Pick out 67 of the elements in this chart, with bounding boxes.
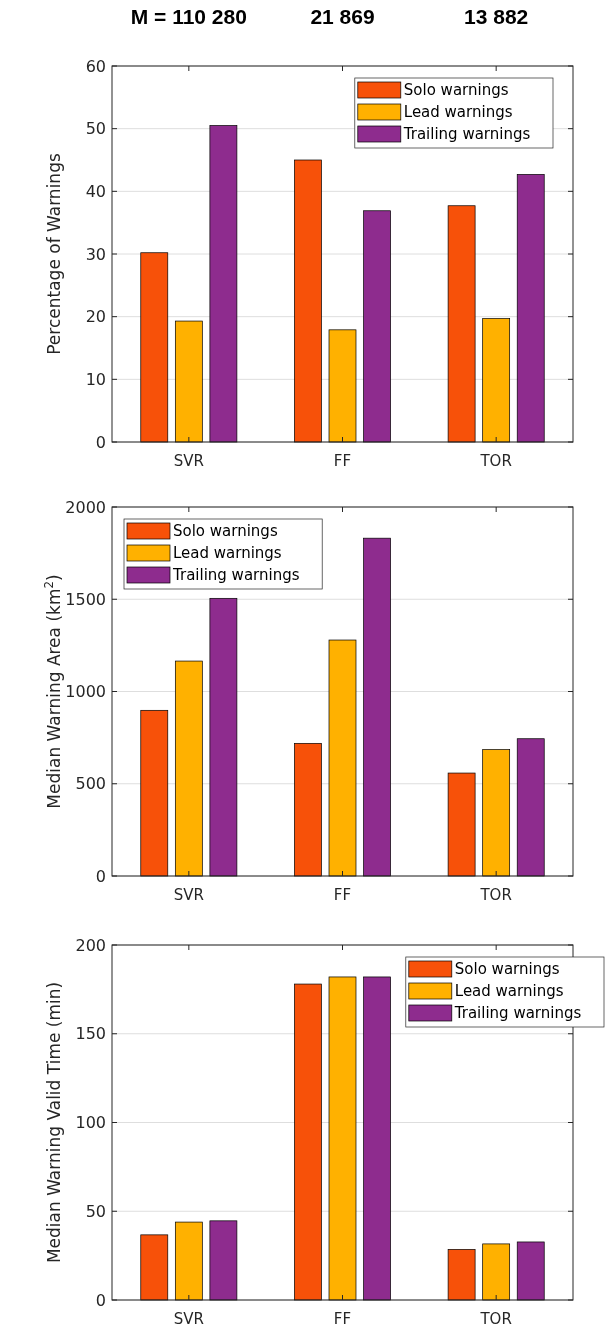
x-tick-label: SVR [173, 886, 204, 904]
legend-label: Lead warnings [454, 982, 564, 1000]
x-tick-label: FF [333, 452, 352, 470]
text: 13 882 [464, 5, 529, 28]
bar [209, 597, 238, 877]
y-tick-label: 40 [85, 181, 106, 201]
legend-label: Trailing warnings [172, 566, 300, 584]
y-axis-title: Percentage of Warnings [44, 153, 64, 355]
bar [482, 749, 511, 877]
x-tick-label: SVR [173, 1310, 204, 1328]
bar [516, 1241, 545, 1301]
bar [482, 318, 511, 443]
bar [294, 742, 322, 877]
bar [294, 983, 322, 1301]
bar [140, 1234, 169, 1301]
y-tick-label: 200 [75, 935, 106, 955]
x-tick-label: TOR [479, 886, 512, 904]
legend-label: Lead warnings [403, 103, 513, 121]
bar [363, 537, 391, 877]
bar [447, 772, 476, 877]
legend-label: Solo warnings [173, 522, 278, 540]
bar [482, 1243, 511, 1301]
legend-label: Trailing warnings [453, 1004, 582, 1022]
x-tick-label: TOR [479, 1310, 512, 1328]
bar [174, 320, 203, 443]
y-tick-label: 0 [95, 1290, 106, 1310]
bar [516, 738, 545, 877]
bar [447, 1249, 476, 1301]
bar [363, 210, 391, 443]
y-tick-label: 500 [75, 774, 106, 794]
bar [516, 174, 545, 443]
y-tick-label: 0 [95, 432, 106, 452]
y-tick-label: 50 [85, 119, 106, 139]
bar [328, 639, 357, 877]
y-tick-label: 2000 [65, 497, 106, 517]
y-tick-label: 60 [85, 56, 106, 76]
x-tick-label: TOR [479, 452, 512, 470]
bar [174, 1221, 203, 1301]
bar [140, 252, 169, 443]
legend-label: Trailing warnings [402, 125, 531, 143]
legend-label: Solo warnings [403, 81, 509, 99]
legend-label: Solo warnings [454, 960, 560, 978]
bar [140, 709, 169, 877]
legend-label: Lead warnings [173, 544, 282, 562]
y-tick-label: 20 [85, 307, 106, 327]
y-tick-label: 1000 [65, 682, 106, 702]
y-axis-title: Median Warning Valid Time (min) [44, 981, 64, 1264]
bar [209, 125, 238, 443]
bar [447, 205, 476, 443]
x-tick-label: FF [333, 1310, 352, 1328]
bar [328, 329, 357, 443]
bar [328, 976, 357, 1301]
x-tick-label: FF [333, 886, 352, 904]
bar [294, 159, 322, 443]
y-tick-label: 10 [85, 369, 106, 389]
x-tick-label: SVR [173, 452, 204, 470]
bar [363, 976, 391, 1301]
y-tick-label: 100 [75, 1113, 106, 1133]
bar [174, 660, 203, 877]
y-tick-label: 30 [85, 244, 106, 264]
y-tick-label: 1500 [65, 589, 106, 609]
y-tick-label: 0 [95, 866, 106, 886]
text: 21 869 [310, 5, 375, 28]
text: M = 110 280 [130, 5, 247, 28]
y-tick-label: 150 [75, 1024, 106, 1044]
y-tick-label: 50 [85, 1201, 106, 1221]
bar [209, 1220, 238, 1301]
